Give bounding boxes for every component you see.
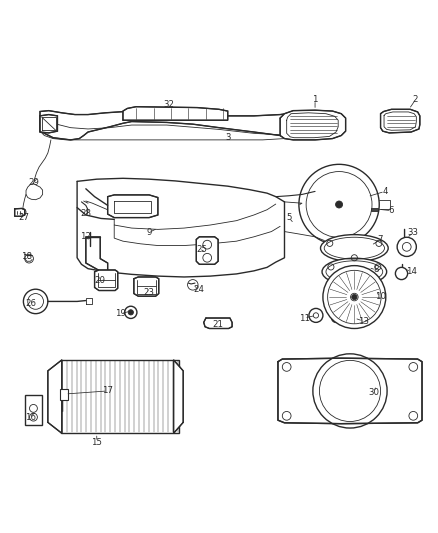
Polygon shape <box>371 207 378 211</box>
Circle shape <box>336 201 343 208</box>
Text: 23: 23 <box>144 288 155 297</box>
Polygon shape <box>204 318 232 328</box>
Text: 12: 12 <box>80 232 92 241</box>
Polygon shape <box>95 270 118 290</box>
Text: 32: 32 <box>163 100 174 109</box>
Text: 16: 16 <box>25 413 36 422</box>
Polygon shape <box>40 115 57 133</box>
Polygon shape <box>123 107 228 120</box>
Bar <box>25 395 42 425</box>
Polygon shape <box>196 237 218 264</box>
Text: 25: 25 <box>196 245 207 254</box>
Circle shape <box>332 313 340 322</box>
Polygon shape <box>278 358 422 424</box>
Text: 1: 1 <box>312 95 318 104</box>
Polygon shape <box>86 237 108 275</box>
Text: 19: 19 <box>115 309 126 318</box>
Text: 10: 10 <box>375 292 386 301</box>
Polygon shape <box>173 360 183 433</box>
Polygon shape <box>280 110 346 140</box>
Text: 15: 15 <box>91 438 102 447</box>
Ellipse shape <box>322 258 387 285</box>
Text: 27: 27 <box>18 213 29 222</box>
Bar <box>61 360 179 433</box>
Text: 4: 4 <box>382 187 388 196</box>
Circle shape <box>323 265 386 328</box>
Text: 8: 8 <box>374 265 379 274</box>
Text: 9: 9 <box>146 228 152 237</box>
Circle shape <box>23 289 48 313</box>
Text: 17: 17 <box>102 386 113 395</box>
Ellipse shape <box>326 261 383 282</box>
Text: 3: 3 <box>225 133 230 142</box>
Bar <box>60 389 68 400</box>
Text: 26: 26 <box>25 299 36 308</box>
Text: 18: 18 <box>21 253 32 261</box>
Polygon shape <box>108 195 158 217</box>
Text: 30: 30 <box>368 387 379 397</box>
Text: 24: 24 <box>193 285 204 294</box>
Polygon shape <box>48 360 62 433</box>
Polygon shape <box>134 277 159 296</box>
Text: 29: 29 <box>28 178 39 187</box>
Text: 5: 5 <box>286 213 292 222</box>
Text: 33: 33 <box>408 228 419 237</box>
Circle shape <box>396 268 408 280</box>
Text: 2: 2 <box>413 95 418 104</box>
Circle shape <box>397 237 417 256</box>
Circle shape <box>352 294 357 300</box>
Text: 6: 6 <box>389 206 394 215</box>
Text: 14: 14 <box>406 267 417 276</box>
Polygon shape <box>381 109 420 133</box>
Text: 28: 28 <box>80 209 92 218</box>
Ellipse shape <box>321 235 388 262</box>
Circle shape <box>328 270 381 324</box>
Text: 13: 13 <box>357 317 369 326</box>
Text: 11: 11 <box>299 313 310 322</box>
Text: 7: 7 <box>378 235 383 244</box>
Polygon shape <box>40 110 341 140</box>
Text: 21: 21 <box>212 320 224 329</box>
Circle shape <box>128 310 134 315</box>
Polygon shape <box>14 208 25 216</box>
Text: 20: 20 <box>95 276 106 285</box>
